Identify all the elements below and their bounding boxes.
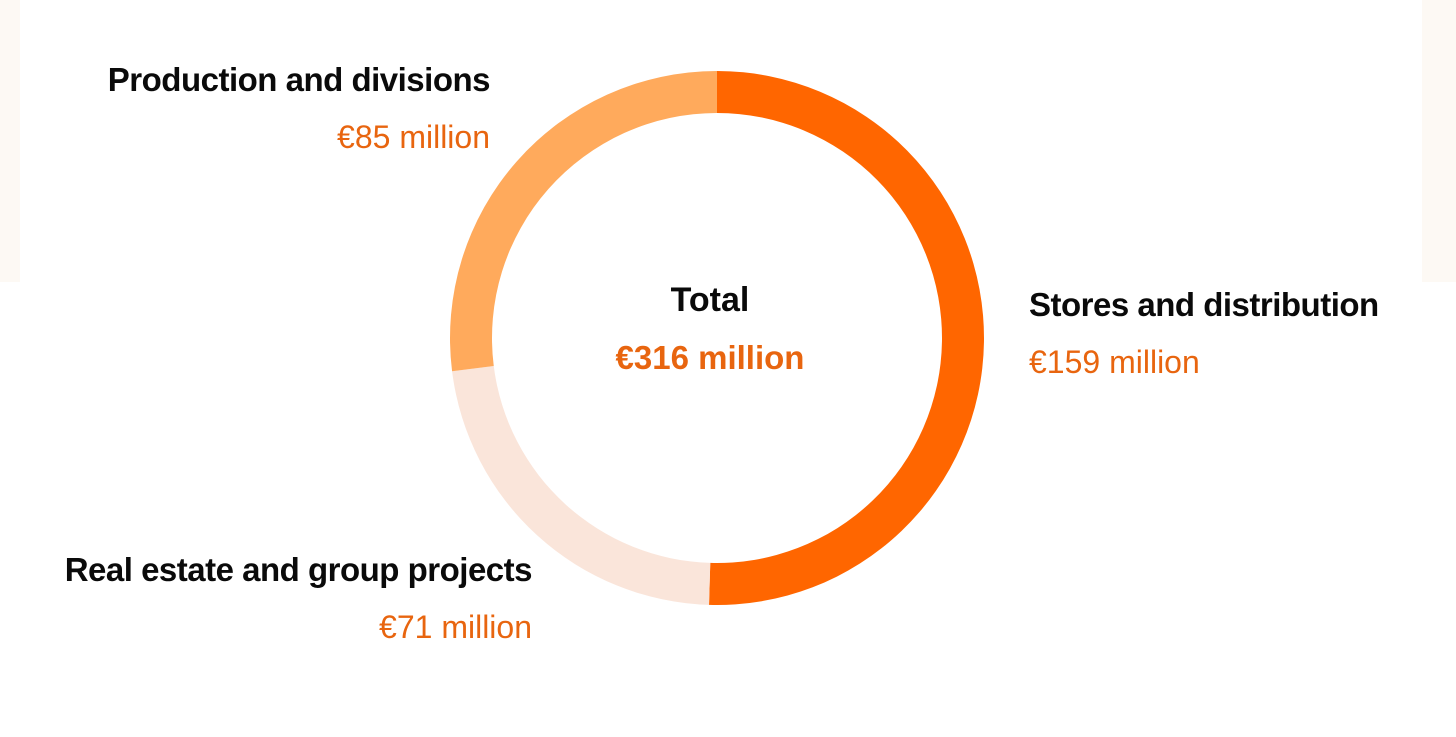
donut-slice-stores [709,71,984,605]
background-strip-left [0,0,20,282]
total-value: €316 million [615,339,805,376]
slice-name-stores: Stores and distribution [1029,286,1379,323]
center-total: Total €316 million [560,280,860,378]
slice-name-production: Production and divisions [107,61,491,98]
label-realestate: Real estate and group projects €71 milli… [64,550,533,647]
slice-value-realestate: €71 million [379,609,532,645]
label-stores: Stores and distribution €159 million [1029,285,1379,382]
donut-slice-realestate [452,365,711,605]
slice-value-stores: €159 million [1029,344,1200,380]
donut-slice-production [450,71,717,372]
background-strip-right [1422,0,1456,282]
slice-name-realestate: Real estate and group projects [64,551,533,588]
label-production: Production and divisions €85 million [107,60,491,157]
total-label: Total [670,281,750,319]
slice-value-production: €85 million [337,119,490,155]
